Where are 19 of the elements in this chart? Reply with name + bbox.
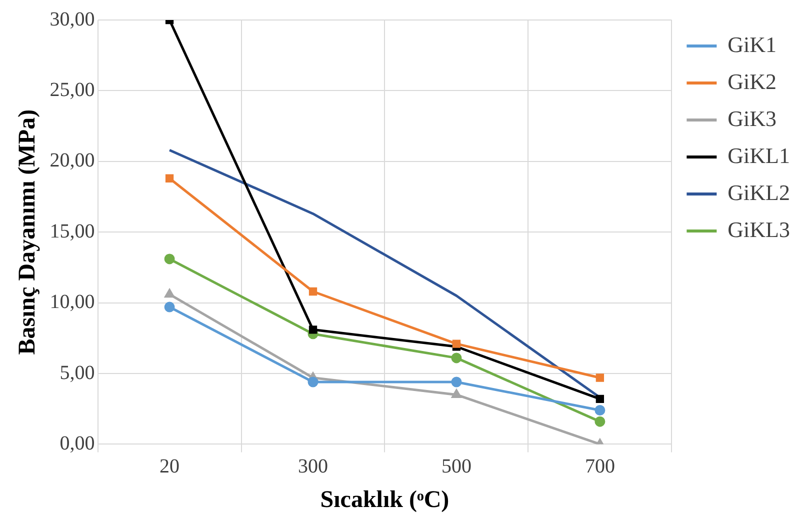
legend-label: GiKL2: [728, 180, 790, 205]
x-tick-label: 20: [160, 455, 180, 478]
y-tick-label: 15,00: [50, 220, 95, 242]
x-tick-label: 700: [584, 455, 615, 478]
legend-label: GiK2: [728, 68, 777, 94]
legend-label: GiKL1: [728, 142, 790, 168]
y-tick-label: 30,00: [50, 8, 95, 30]
x-tick-label: 500: [441, 455, 472, 478]
y-tick-label: 0,00: [60, 432, 95, 454]
y-axis-title: Basınç Dayanımı (MPa): [14, 109, 41, 355]
y-tick-label: 10,00: [50, 291, 95, 314]
legend-label: GiK1: [728, 32, 777, 57]
y-tick-label: 5,00: [60, 362, 95, 384]
legend-label: GiKL3: [728, 216, 790, 242]
y-tick-label: 25,00: [50, 78, 95, 101]
legend-label: GiK3: [728, 106, 777, 131]
x-axis-title: Sıcaklık (ᵒC): [320, 486, 450, 513]
x-tick-label: 300: [298, 455, 328, 478]
y-tick-label: 20,00: [50, 150, 95, 172]
